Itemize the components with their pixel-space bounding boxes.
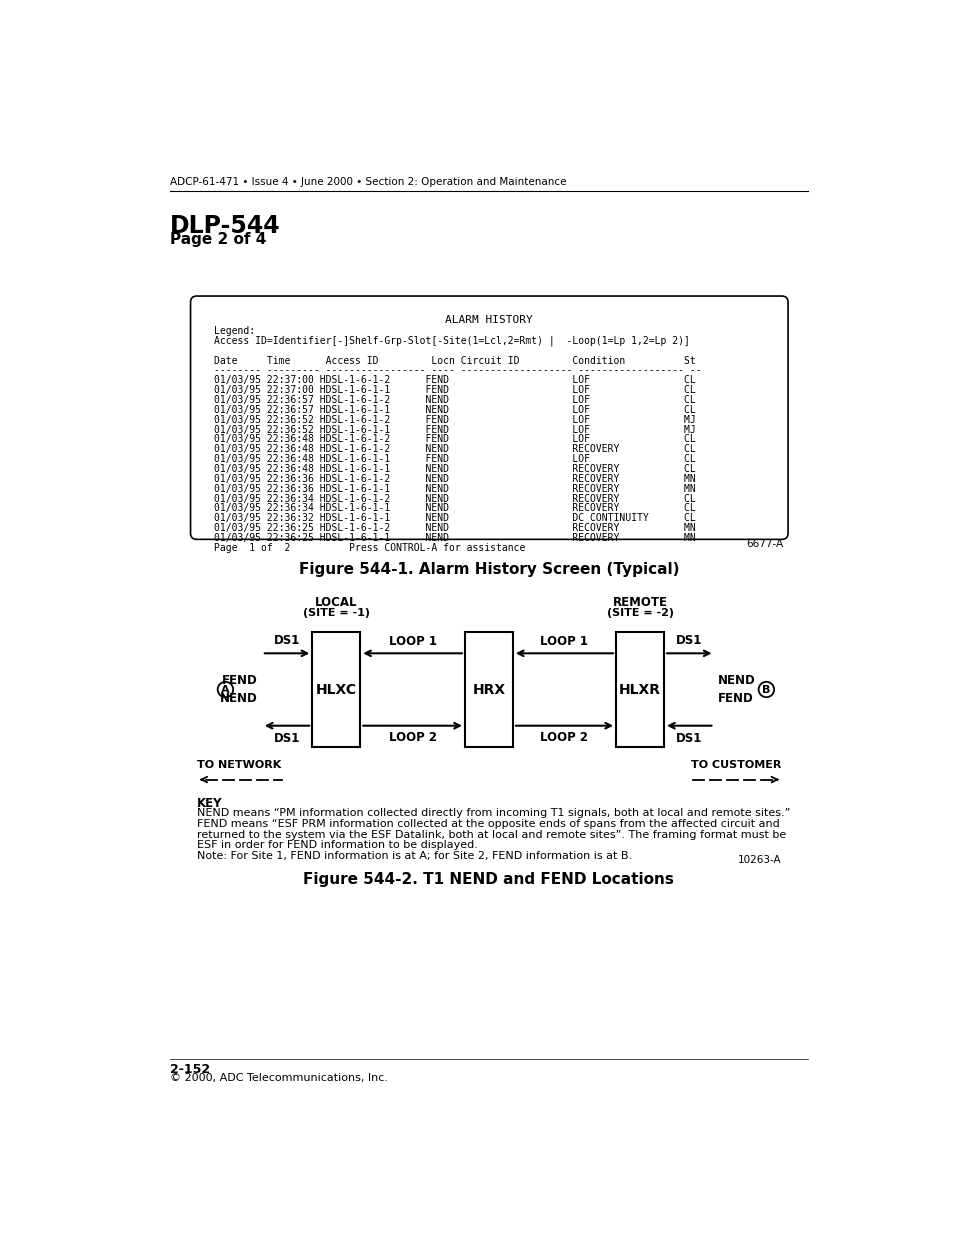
- Text: HLXR: HLXR: [618, 683, 660, 697]
- Text: 01/03/95 22:36:48 HDSL-1-6-1-1      NEND                     RECOVERY           : 01/03/95 22:36:48 HDSL-1-6-1-1 NEND RECO…: [213, 464, 695, 474]
- Text: LOOP 1: LOOP 1: [540, 635, 588, 648]
- Text: HRX: HRX: [472, 683, 505, 697]
- Text: LOCAL: LOCAL: [314, 595, 357, 609]
- Text: B: B: [761, 684, 770, 694]
- Text: returned to the system via the ESF Datalink, both at local and remote sites”. Th: returned to the system via the ESF Datal…: [196, 830, 785, 840]
- Text: FEND means “ESF PRM information collected at the opposite ends of spans from the: FEND means “ESF PRM information collecte…: [196, 819, 779, 829]
- Text: NEND: NEND: [718, 674, 756, 687]
- Text: 01/03/95 22:37:00 HDSL-1-6-1-1      FEND                     LOF                : 01/03/95 22:37:00 HDSL-1-6-1-1 FEND LOF: [213, 385, 695, 395]
- Text: LOOP 1: LOOP 1: [388, 635, 436, 648]
- Text: NEND means “PM information collected directly from incoming T1 signals, both at : NEND means “PM information collected dir…: [196, 808, 789, 818]
- Text: 01/03/95 22:36:48 HDSL-1-6-1-2      FEND                     LOF                : 01/03/95 22:36:48 HDSL-1-6-1-2 FEND LOF: [213, 435, 695, 445]
- Text: ALARM HISTORY: ALARM HISTORY: [445, 315, 533, 325]
- Text: 01/03/95 22:36:25 HDSL-1-6-1-2      NEND                     RECOVERY           : 01/03/95 22:36:25 HDSL-1-6-1-2 NEND RECO…: [213, 524, 695, 534]
- Text: Access ID=Identifier[-]Shelf-Grp-Slot[-Site(1=Lcl,2=Rmt) |  -Loop(1=Lp 1,2=Lp 2): Access ID=Identifier[-]Shelf-Grp-Slot[-S…: [213, 336, 689, 347]
- Text: DS1: DS1: [274, 732, 300, 745]
- Text: FEND: FEND: [222, 674, 257, 687]
- Text: 01/03/95 22:36:52 HDSL-1-6-1-2      FEND                     LOF                : 01/03/95 22:36:52 HDSL-1-6-1-2 FEND LOF: [213, 415, 695, 425]
- Text: -------- --------- ----------------- ---- ------------------- ------------------: -------- --------- ----------------- ---…: [213, 366, 700, 375]
- Bar: [616, 632, 663, 747]
- Text: KEY: KEY: [196, 797, 222, 809]
- Text: DS1: DS1: [676, 732, 701, 745]
- Text: 01/03/95 22:36:57 HDSL-1-6-1-2      NEND                     LOF                : 01/03/95 22:36:57 HDSL-1-6-1-2 NEND LOF: [213, 395, 695, 405]
- Text: Date     Time      Access ID         Locn Circuit ID         Condition          : Date Time Access ID Locn Circuit ID Cond…: [213, 356, 695, 366]
- Text: 01/03/95 22:36:52 HDSL-1-6-1-1      FEND                     LOF                : 01/03/95 22:36:52 HDSL-1-6-1-1 FEND LOF: [213, 425, 695, 435]
- Text: (SITE = -2): (SITE = -2): [606, 608, 673, 618]
- Text: 01/03/95 22:36:36 HDSL-1-6-1-2      NEND                     RECOVERY           : 01/03/95 22:36:36 HDSL-1-6-1-2 NEND RECO…: [213, 474, 695, 484]
- Text: © 2000, ADC Telecommunications, Inc.: © 2000, ADC Telecommunications, Inc.: [170, 1073, 387, 1083]
- Text: TO NETWORK: TO NETWORK: [196, 761, 281, 771]
- Text: Figure 544-2. T1 NEND and FEND Locations: Figure 544-2. T1 NEND and FEND Locations: [303, 872, 674, 887]
- Bar: [312, 632, 360, 747]
- Text: REMOTE: REMOTE: [612, 595, 667, 609]
- Text: 10263-A: 10263-A: [738, 855, 781, 864]
- Text: ESF in order for FEND information to be displayed.: ESF in order for FEND information to be …: [196, 841, 477, 851]
- Text: 01/03/95 22:36:36 HDSL-1-6-1-1      NEND                     RECOVERY           : 01/03/95 22:36:36 HDSL-1-6-1-1 NEND RECO…: [213, 484, 695, 494]
- Text: NEND: NEND: [220, 693, 257, 705]
- Text: DLP-544: DLP-544: [170, 214, 280, 237]
- Text: 01/03/95 22:36:48 HDSL-1-6-1-2      NEND                     RECOVERY           : 01/03/95 22:36:48 HDSL-1-6-1-2 NEND RECO…: [213, 445, 695, 454]
- Text: LOOP 2: LOOP 2: [540, 731, 588, 745]
- Text: DS1: DS1: [676, 634, 701, 647]
- Text: Note: For Site 1, FEND information is at A; for Site 2, FEND information is at B: Note: For Site 1, FEND information is at…: [196, 851, 631, 861]
- Text: FEND: FEND: [718, 693, 753, 705]
- Text: 01/03/95 22:36:34 HDSL-1-6-1-1      NEND                     RECOVERY           : 01/03/95 22:36:34 HDSL-1-6-1-1 NEND RECO…: [213, 504, 695, 514]
- Text: Legend:: Legend:: [213, 326, 254, 336]
- Text: A: A: [221, 684, 230, 694]
- Text: DS1: DS1: [274, 634, 300, 647]
- Text: 01/03/95 22:36:48 HDSL-1-6-1-1      FEND                     LOF                : 01/03/95 22:36:48 HDSL-1-6-1-1 FEND LOF: [213, 454, 695, 464]
- Text: 6677-A: 6677-A: [745, 540, 782, 550]
- Text: HLXC: HLXC: [315, 683, 356, 697]
- Text: Figure 544-1. Alarm History Screen (Typical): Figure 544-1. Alarm History Screen (Typi…: [298, 562, 679, 578]
- Text: 01/03/95 22:36:34 HDSL-1-6-1-2      NEND                     RECOVERY           : 01/03/95 22:36:34 HDSL-1-6-1-2 NEND RECO…: [213, 494, 695, 504]
- Text: 01/03/95 22:36:25 HDSL-1-6-1-1      NEND                     RECOVERY           : 01/03/95 22:36:25 HDSL-1-6-1-1 NEND RECO…: [213, 534, 695, 543]
- Text: 2-152: 2-152: [170, 1063, 210, 1076]
- Text: LOOP 2: LOOP 2: [388, 731, 436, 745]
- Text: 01/03/95 22:36:57 HDSL-1-6-1-1      NEND                     LOF                : 01/03/95 22:36:57 HDSL-1-6-1-1 NEND LOF: [213, 405, 695, 415]
- Text: Page  1 of  2          Press CONTROL-A for assistance: Page 1 of 2 Press CONTROL-A for assistan…: [213, 543, 524, 553]
- Text: Page 2 of 4: Page 2 of 4: [170, 232, 266, 247]
- Text: TO CUSTOMER: TO CUSTOMER: [691, 761, 781, 771]
- Text: ADCP-61-471 • Issue 4 • June 2000 • Section 2: Operation and Maintenance: ADCP-61-471 • Issue 4 • June 2000 • Sect…: [170, 177, 565, 186]
- FancyBboxPatch shape: [191, 296, 787, 540]
- Text: 01/03/95 22:37:00 HDSL-1-6-1-2      FEND                     LOF                : 01/03/95 22:37:00 HDSL-1-6-1-2 FEND LOF: [213, 375, 695, 385]
- Text: (SITE = -1): (SITE = -1): [302, 608, 370, 618]
- Bar: [464, 632, 513, 747]
- Text: 01/03/95 22:36:32 HDSL-1-6-1-1      NEND                     DC CONTINUITY      : 01/03/95 22:36:32 HDSL-1-6-1-1 NEND DC C…: [213, 514, 695, 524]
